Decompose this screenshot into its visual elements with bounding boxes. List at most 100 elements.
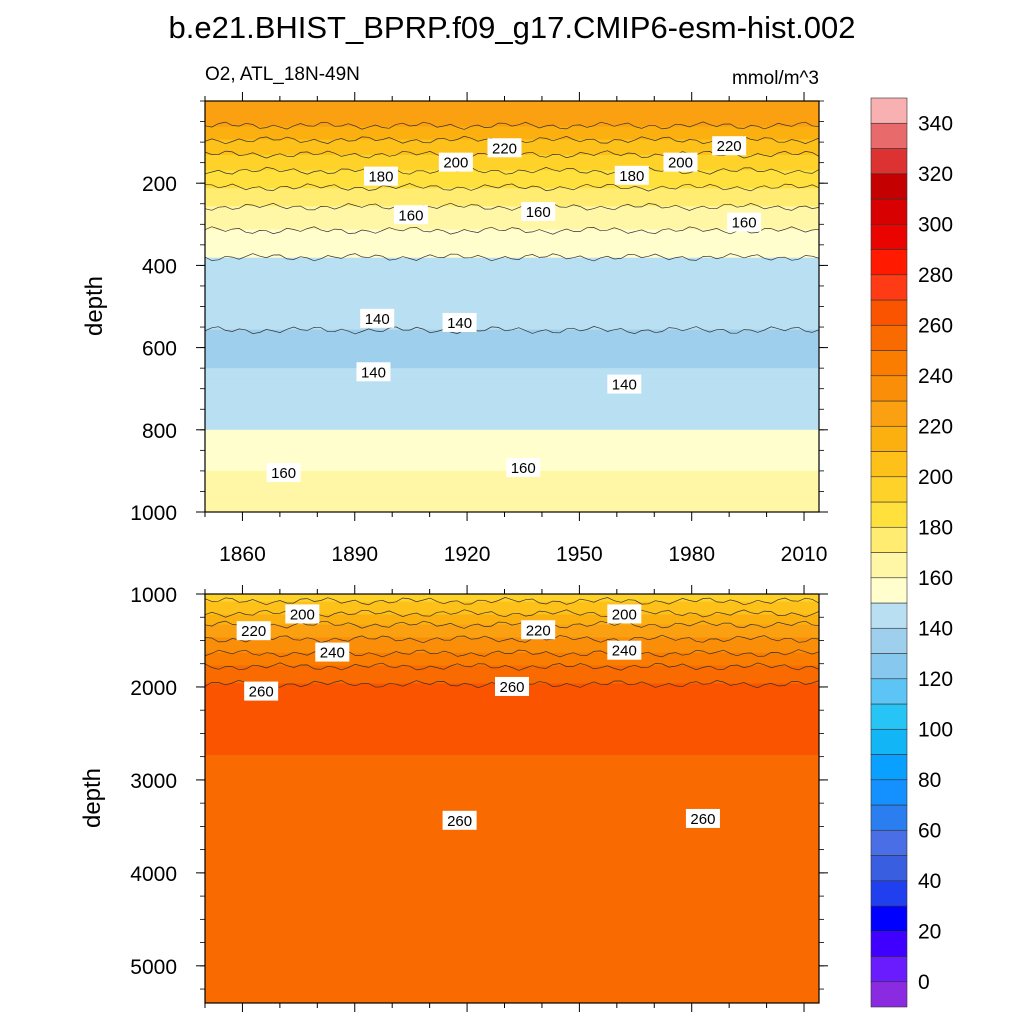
contour-band [205,216,819,220]
colorbar-box [870,829,908,856]
contour-band [205,165,819,169]
contour-band [205,987,819,991]
contour-band [205,419,819,423]
contour-band [205,606,819,610]
contour-label-text: 260 [249,684,274,701]
contour-label: 260 [244,681,279,701]
contour-label-text: 260 [499,679,524,696]
contour-band [205,854,819,858]
colorbar-label: 300 [918,213,953,236]
contour-label-box [442,810,477,830]
colorbar-box [870,501,908,528]
contour-band [205,795,819,800]
contour-band [205,352,819,356]
contour-band [205,647,819,651]
contour-band [205,363,819,367]
colorbar-box [870,754,908,781]
contour-band [205,775,819,779]
contour-band [205,108,819,112]
contour-label-text: 220 [717,138,742,155]
contour-band [205,211,819,215]
contour-band [205,650,819,654]
contour-line [205,253,819,262]
contour-label-box [393,205,428,225]
colorbar-box [870,653,908,680]
contour-band [205,778,819,782]
contour-band [205,880,819,884]
colorbar-label: 160 [918,567,953,590]
contour-band [205,772,819,777]
colorbar-box [870,956,908,983]
contour-band [205,739,819,743]
colorbar-label: 100 [918,718,953,741]
colorbar-box [870,577,908,604]
contour-band [205,642,819,646]
contour-band [205,864,819,869]
x-tick-label: 1980 [668,543,715,566]
contour-band [205,798,819,802]
colorbar-box [870,981,908,1008]
upper-panel-contour-labels: 220 220 200 200 180 180 160 160 160 140 140 140 140 1… [266,136,762,482]
colorbar-box [870,728,908,755]
contour-band [205,175,819,179]
contour-band [205,734,819,738]
contour-band [205,434,819,439]
contour-band [205,982,819,986]
contour-band [205,719,819,723]
contour-band [205,275,819,279]
contour-band [205,629,819,633]
contour-band [205,887,819,892]
contour-band [205,1000,819,1003]
contour-label: 200 [285,604,320,624]
contour-band [205,429,819,433]
contour-band [205,278,819,282]
contour-band [205,898,819,902]
upper-y-axis-label: depth [81,276,108,336]
contour-band [205,936,819,940]
contour-band [205,509,819,512]
colorbar-label: 320 [918,163,953,186]
contour-label: 140 [607,374,642,394]
contour-band [205,386,819,390]
contour-label-text: 200 [668,155,693,172]
colorbar-box [870,122,908,149]
colorbar-box [870,602,908,629]
contour-band [205,298,819,302]
contour-label-text: 160 [271,465,296,482]
contour-band [205,890,819,894]
contour-label-box [495,676,529,696]
contour-band [205,162,819,166]
contour-band [205,790,819,794]
contour-band [205,157,819,161]
contour-band [205,491,819,495]
contour-band [205,706,819,710]
contour-label: 220 [712,136,747,156]
contour-band [205,755,819,759]
colorbar-label: 260 [918,314,953,337]
contour-band [205,882,819,887]
contour-line [205,634,819,644]
colorbar-box [870,425,908,452]
contour-band [205,476,819,480]
contour-band [205,964,819,968]
contour-band [205,244,819,249]
contour-band [205,617,819,621]
colorbar-box [870,627,908,654]
contour-band [205,839,819,843]
contour-band [205,959,819,963]
colorbar-label: 240 [918,365,953,388]
contour-band [205,129,819,133]
contour-label: 180 [614,165,649,185]
contour-label-text: 240 [612,643,637,660]
lower-panel-contour-labels: 200 200 220 220 240 240 260 260 260 260 [236,604,720,830]
contour-label-box [487,138,522,158]
contour-band [205,885,819,889]
contour-band [205,788,819,792]
contour-label-box [712,136,747,156]
contour-band [205,762,819,766]
contour-label: 160 [521,201,556,221]
contour-band [205,483,819,487]
contour-band [205,969,819,973]
contour-band [205,972,819,976]
colorbar-box [870,198,908,225]
